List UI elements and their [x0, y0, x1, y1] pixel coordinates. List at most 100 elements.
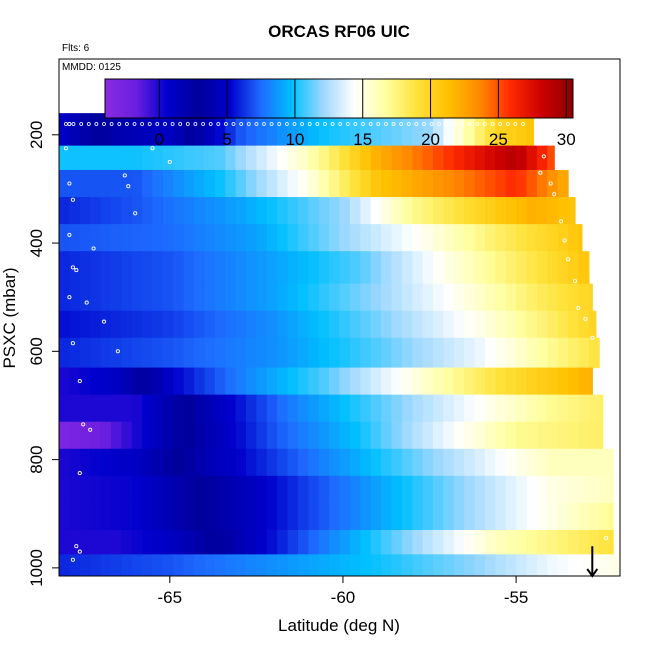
heatmap-cell — [588, 421, 600, 450]
heatmap-cell — [557, 337, 569, 369]
flight-point — [86, 122, 91, 126]
heatmap-cell — [453, 251, 465, 285]
heatmap-cell — [204, 197, 216, 225]
heatmap-cell — [588, 475, 600, 504]
heatmap-cell — [59, 448, 70, 477]
heatmap-cell — [277, 113, 289, 147]
heatmap-cell — [235, 310, 247, 339]
heatmap-cell — [194, 197, 206, 225]
heatmap-cell — [464, 475, 476, 504]
heatmap-cell — [121, 169, 133, 198]
heatmap-cell — [318, 529, 330, 555]
flight-point — [74, 268, 79, 273]
heatmap-cell — [194, 529, 206, 555]
heatmap-cell — [183, 310, 195, 339]
heatmap-cell — [422, 337, 434, 369]
x-tick-label: -65 — [158, 588, 183, 607]
heatmap-cell — [287, 394, 299, 423]
heatmap-cell — [360, 367, 372, 396]
flight-point — [185, 122, 190, 126]
heatmap-cell — [329, 251, 341, 285]
heatmap-cell — [381, 169, 393, 198]
heatmap-cell — [59, 421, 70, 450]
heatmap-cell — [90, 367, 102, 396]
heatmap-cell — [588, 367, 593, 396]
heatmap-cell — [464, 283, 476, 312]
heatmap-cell — [329, 529, 341, 555]
heatmap-cell — [287, 224, 299, 252]
heatmap-cell — [536, 197, 548, 225]
heatmap-cell — [484, 394, 496, 423]
heatmap-cell — [173, 421, 185, 450]
heatmap-cell — [308, 224, 320, 252]
heatmap-cell — [100, 145, 112, 171]
heatmap-cell — [412, 529, 424, 555]
heatmap-cell — [381, 367, 393, 396]
heatmap-cell — [142, 224, 154, 252]
heatmap-cell — [256, 337, 268, 369]
heatmap-cell — [194, 169, 206, 198]
heatmap-cell — [536, 251, 548, 285]
flight-point — [126, 184, 131, 189]
heatmap-cell — [59, 529, 70, 555]
heatmap-cell — [453, 145, 465, 171]
heatmap-cell — [246, 502, 257, 531]
heatmap-cell — [360, 337, 372, 369]
colorbar-gradient — [104, 78, 574, 119]
heatmap-cell — [308, 421, 320, 450]
heatmap-cell — [329, 475, 341, 504]
heatmap-cell — [162, 145, 174, 171]
heatmap-cell — [505, 367, 517, 396]
heatmap-cell — [505, 337, 517, 369]
heatmap-cell — [266, 337, 278, 369]
heatmap-cell — [453, 394, 465, 423]
heatmap-cell — [516, 283, 528, 312]
heatmap-cell — [256, 448, 268, 477]
heatmap-cell — [536, 224, 548, 252]
heatmap-cell — [256, 394, 268, 423]
heatmap-cell — [453, 529, 465, 555]
heatmap-cell — [142, 421, 154, 450]
flight-point — [576, 305, 581, 311]
heatmap-cell — [287, 145, 299, 171]
heatmap-cell — [142, 251, 154, 285]
heatmap-cell — [391, 502, 403, 531]
heatmap-cell — [360, 502, 372, 531]
heatmap-cell — [536, 337, 548, 369]
heatmap-cell — [308, 394, 320, 423]
heatmap-cell — [464, 448, 476, 477]
heatmap-cell — [412, 475, 424, 504]
heatmap-cell — [329, 367, 341, 396]
heatmap-cell — [391, 283, 403, 312]
heatmap-cell — [505, 251, 517, 285]
heatmap-cell — [599, 475, 611, 504]
heatmap-cell — [277, 502, 289, 531]
heatmap-cell — [121, 283, 133, 312]
heatmap-cell — [370, 145, 382, 171]
x-tick-label: -55 — [504, 588, 529, 607]
heatmap-cell — [474, 113, 486, 147]
heatmap-cell — [225, 337, 237, 369]
heatmap-cell — [443, 224, 455, 252]
heatmap-cell — [360, 448, 372, 477]
heatmap-cell — [433, 283, 444, 312]
heatmap-cell — [59, 502, 70, 531]
heatmap-cell — [557, 224, 569, 252]
heatmap-cell — [131, 113, 143, 147]
heatmap-cell — [79, 337, 91, 369]
heatmap-cell — [131, 283, 143, 312]
heatmap-cell — [204, 251, 216, 285]
heatmap-cell — [79, 367, 91, 396]
heatmap-cell — [547, 475, 559, 504]
heatmap-cell — [183, 448, 195, 477]
heatmap-cell — [381, 337, 393, 369]
flight-point — [70, 341, 75, 346]
heatmap-cell — [69, 169, 81, 198]
heatmap-cell — [391, 448, 403, 477]
heatmap-cell — [318, 367, 330, 396]
heatmap-cell — [474, 502, 486, 531]
heatmap-cell — [557, 367, 569, 396]
heatmap-cell — [433, 337, 444, 369]
heatmap-cell — [370, 502, 382, 531]
heatmap-cell — [69, 197, 81, 225]
